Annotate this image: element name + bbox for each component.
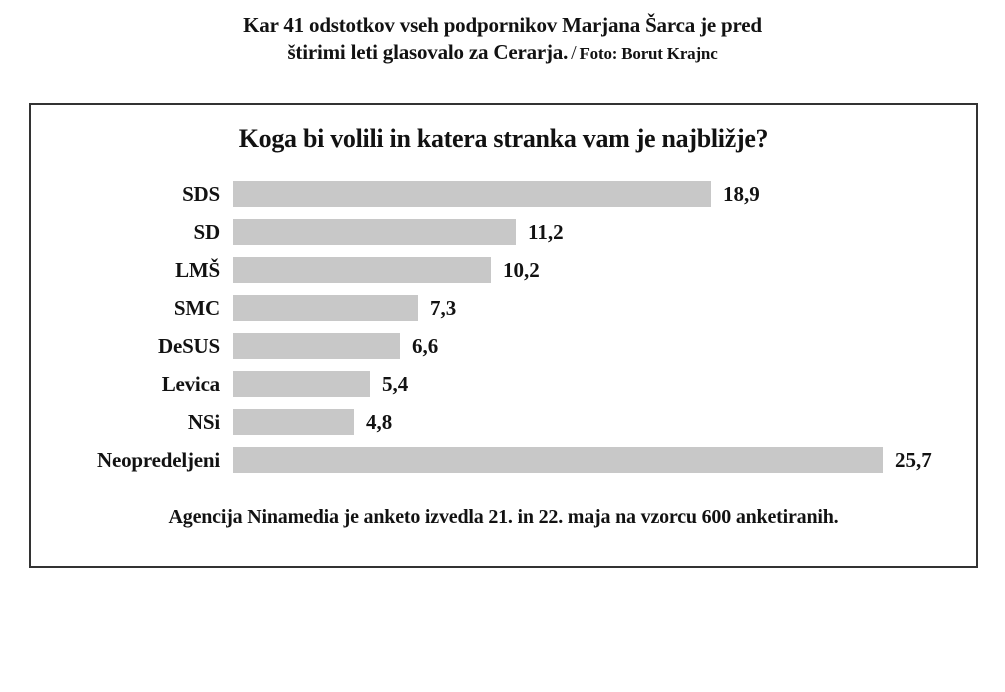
bar-value-label: 4,8 — [366, 409, 393, 434]
bar — [233, 333, 400, 359]
bar — [233, 295, 418, 321]
bar — [233, 371, 370, 397]
bar-category-label: SD — [193, 219, 221, 244]
bar — [233, 447, 883, 473]
chart-container: Koga bi volili in katera stranka vam je … — [29, 103, 978, 568]
bar-category-label: DeSUS — [157, 333, 220, 358]
caption-text: štirimi leti glasovalo za Cerarja. — [287, 40, 569, 64]
chart-footnote: Agencija Ninamedia je anketo izvedla 21.… — [168, 506, 839, 528]
bar-row: SD 11,2 — [31, 213, 976, 251]
bar-value-label: 6,6 — [412, 333, 439, 358]
chart-title: Koga bi volili in katera stranka vam je … — [238, 124, 769, 153]
caption-separator: / — [571, 42, 577, 64]
bar-category-label: Levica — [161, 371, 220, 396]
bar-value-label: 5,4 — [382, 371, 409, 396]
bar-category-label: Neopredeljeni — [97, 447, 220, 472]
bar-value-label: 11,2 — [528, 219, 564, 244]
bar-value-label: 25,7 — [895, 447, 932, 472]
bar-row: NSi 4,8 — [31, 403, 976, 441]
bar-row: Neopredeljeni 25,7 — [31, 441, 976, 479]
bar-row: Levica 5,4 — [31, 365, 976, 403]
bar — [233, 219, 516, 245]
bar-row: LMŠ 10,2 — [31, 251, 976, 289]
bar-category-label: LMŠ — [175, 257, 220, 282]
image-caption: Kar 41 odstotkov vseh podpornikov Marjan… — [0, 12, 1005, 67]
bar — [233, 181, 711, 207]
bar-row: DeSUS 6,6 — [31, 327, 976, 365]
bar-category-label: SMC — [173, 295, 220, 320]
bar-category-label: NSi — [187, 409, 220, 434]
bar-row: SDS 18,9 — [31, 175, 976, 213]
bar-value-label: 10,2 — [503, 257, 540, 282]
bar-chart: SDS 18,9 SD 11,2 LMŠ 10,2 SMC 7,3 DeSUS 6,6 Levica… — [31, 175, 976, 479]
bar-value-label: 7,3 — [430, 295, 457, 320]
caption-line-2: štirimi leti glasovalo za Cerarja. / Foto:… — [0, 39, 1005, 67]
bar — [233, 257, 491, 283]
bar-row: SMC 7,3 — [31, 289, 976, 327]
caption-line-1: Kar 41 odstotkov vseh podpornikov Marjan… — [243, 13, 762, 37]
bar — [233, 409, 354, 435]
bar-value-label: 18,9 — [723, 181, 760, 206]
photo-credit: Foto: Borut Krajnc — [579, 44, 718, 63]
bar-category-label: SDS — [182, 181, 220, 206]
